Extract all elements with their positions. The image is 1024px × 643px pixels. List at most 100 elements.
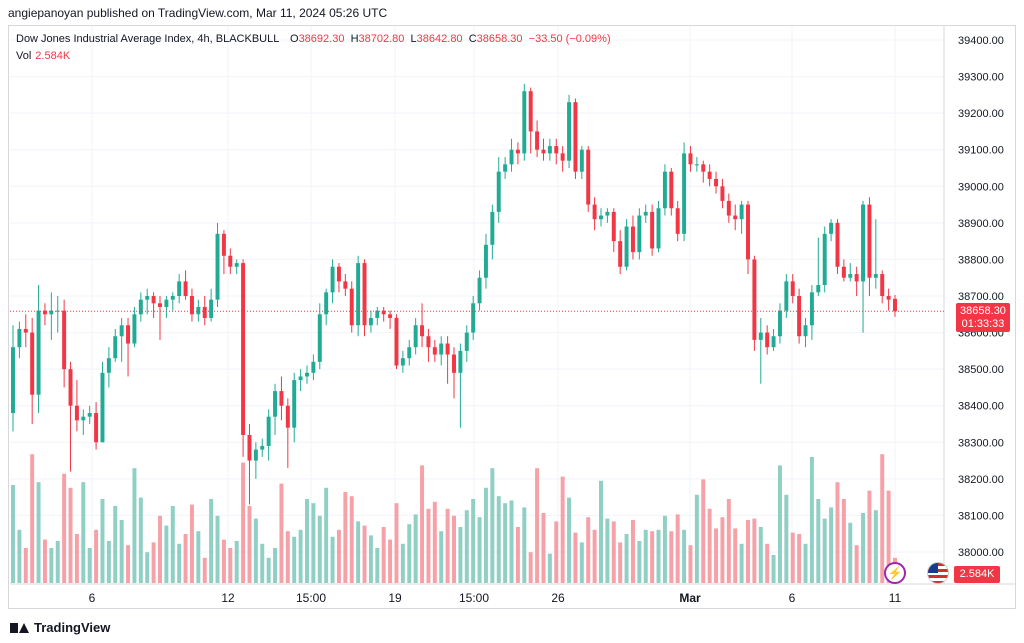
candle-body [183, 281, 188, 296]
high-value: 38702.80 [358, 33, 405, 45]
brand-name: TradingView [34, 620, 111, 635]
volume-bar [336, 529, 341, 583]
candle-body [381, 310, 386, 315]
volume-bar [477, 517, 482, 583]
volume-bar [49, 548, 54, 583]
volume-bar [509, 500, 514, 583]
candle-body [809, 292, 814, 326]
ohlc-values: O38692.30 H38702.80 L38642.80 C38658.30 … [290, 33, 611, 45]
volume-bar [618, 542, 623, 583]
volume-bar [196, 531, 201, 583]
volume-bar [55, 541, 60, 583]
volume-bar [413, 514, 418, 583]
volume-bar [394, 503, 399, 583]
candle-body [100, 372, 105, 443]
volume-bar [11, 485, 15, 583]
volume-bar [841, 499, 846, 583]
y-tick-label: 38100.00 [958, 510, 1004, 522]
volume-bar [720, 517, 725, 583]
volume-bar [701, 479, 706, 583]
candle-body [11, 347, 15, 414]
candle-body [861, 204, 866, 282]
volume-bar [68, 487, 73, 583]
candle-body [701, 164, 706, 172]
candle-body [765, 332, 770, 348]
footer-brand[interactable]: TradingView [10, 620, 110, 635]
last-price-tag: 38658.30 01:33:33 [956, 303, 1010, 332]
volume-bar [624, 534, 629, 583]
volume-bar [81, 482, 86, 583]
candle-body [841, 266, 846, 278]
candle-body [707, 171, 712, 179]
volume-bar [554, 521, 559, 583]
candle-body [554, 146, 559, 154]
volume-bar [349, 496, 354, 583]
candle-body [464, 332, 469, 351]
ohlc-legend: Dow Jones Industrial Average Index, 4h, … [16, 33, 611, 45]
volume-bar [611, 521, 616, 583]
volume-bar [835, 482, 840, 583]
volume-bar [714, 528, 719, 583]
us-flag-icon[interactable] [927, 562, 949, 584]
volume-bar [445, 508, 450, 583]
volume-bar [458, 527, 463, 583]
x-tick-label: 12 [221, 591, 235, 605]
volume-bar [324, 487, 329, 583]
candle-body [797, 296, 802, 337]
volume-bar [305, 499, 309, 583]
volume-bar [560, 476, 565, 583]
volume-bar [599, 480, 603, 583]
candle-body [854, 274, 859, 282]
candle-body [279, 391, 284, 406]
candle-body [675, 208, 680, 234]
volume-bar [822, 518, 827, 583]
x-tick-label: 6 [89, 591, 96, 605]
x-tick-label: 15:00 [459, 591, 489, 605]
lightning-icon[interactable]: ⚡ [884, 562, 906, 584]
candle-body [893, 298, 897, 312]
chart-pane[interactable] [8, 25, 1016, 609]
candle-body [170, 296, 175, 300]
volume-bar [164, 525, 169, 583]
candle-body [515, 149, 520, 154]
volume-bar [873, 510, 878, 583]
candle-body [790, 281, 795, 296]
volume-bar [579, 542, 584, 583]
candle-body [94, 413, 99, 443]
candle-body [388, 314, 393, 318]
volume-bar [138, 497, 143, 583]
candle-body [471, 303, 476, 333]
y-tick-label: 38300.00 [958, 437, 1004, 449]
volume-legend: Vol 2.584K [16, 50, 70, 62]
volume-bar [675, 514, 680, 583]
candle-body [880, 274, 885, 296]
candle-body [452, 354, 456, 373]
volume-label[interactable]: Vol [16, 50, 32, 62]
volume-bar [880, 454, 885, 583]
candle-body [611, 211, 616, 242]
volume-bar [62, 473, 67, 583]
candle-body [266, 416, 271, 446]
symbol-title[interactable]: Dow Jones Industrial Average Index, 4h, … [16, 33, 279, 45]
candle-body [330, 266, 335, 293]
volume-bar [643, 529, 648, 583]
volume-bar [279, 483, 284, 583]
volume-bar [848, 522, 853, 583]
volume-bar [662, 515, 667, 583]
volume-bar [356, 521, 361, 583]
candle-body [87, 413, 92, 417]
y-tick-label: 38700.00 [958, 291, 1004, 303]
volume-bar [106, 541, 111, 583]
volume-bar [375, 548, 380, 583]
candle-body [420, 325, 425, 337]
y-tick-label: 39400.00 [958, 35, 1004, 47]
candle-body [605, 211, 610, 216]
candle-body [503, 164, 508, 172]
volume-bar [707, 508, 712, 583]
candle-body [23, 328, 28, 333]
volume-price-tag: 2.584K [954, 566, 1000, 583]
candle-body [324, 292, 329, 315]
candle-body [803, 325, 808, 337]
volume-bar [189, 504, 194, 583]
